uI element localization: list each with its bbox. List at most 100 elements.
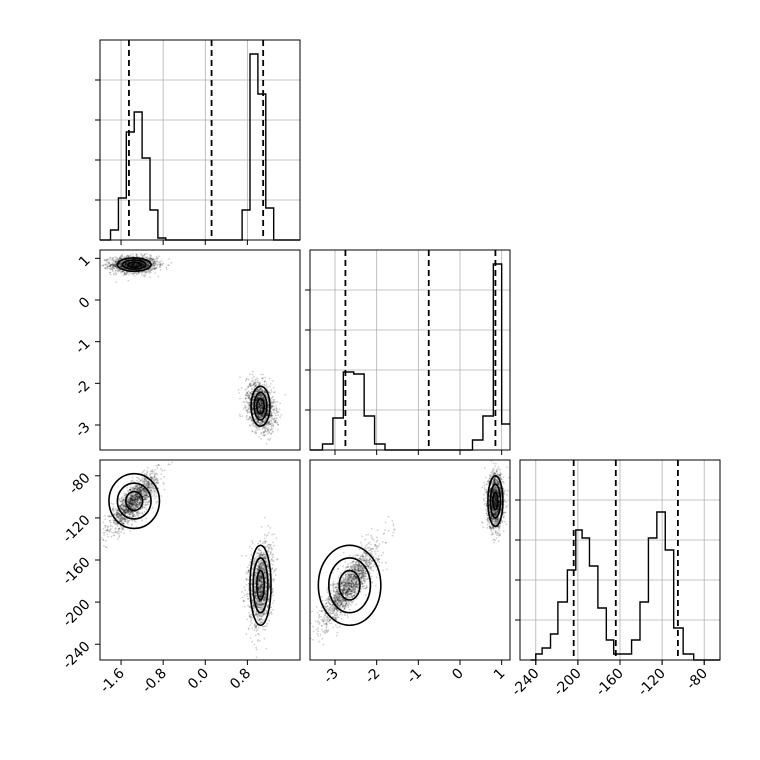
scatter-point	[133, 489, 136, 491]
scatter-point	[134, 264, 137, 267]
scatter-point	[123, 273, 126, 276]
scatter-point	[151, 470, 154, 473]
scatter-point	[111, 262, 114, 265]
scatter-point	[124, 264, 127, 266]
scatter-point	[260, 403, 263, 406]
scatter-point	[276, 408, 278, 410]
scatter-point	[153, 260, 156, 263]
scatter-point	[271, 408, 274, 411]
scatter-point	[275, 414, 277, 417]
scatter-point	[254, 432, 256, 434]
scatter-point	[104, 263, 106, 266]
scatter-point	[162, 262, 165, 265]
scatter-point	[105, 529, 108, 532]
scatter-point	[112, 258, 114, 261]
scatter-point	[110, 259, 112, 261]
scatter-point	[147, 270, 150, 272]
scatter-point	[143, 506, 146, 509]
scatter-point	[146, 264, 149, 267]
scatter-point	[146, 481, 149, 483]
scatter-point	[117, 268, 119, 271]
scatter-point	[148, 271, 151, 273]
scatter-point	[129, 263, 132, 266]
scatter-point	[132, 512, 135, 515]
scatter-point	[119, 265, 122, 268]
scatter-point	[246, 618, 249, 621]
scatter-point	[133, 503, 135, 506]
scatter-point	[134, 262, 136, 265]
scatter-point	[268, 377, 271, 380]
scatter-point	[257, 381, 259, 384]
scatter-point	[267, 422, 270, 425]
y-tick-label: 0	[76, 294, 94, 312]
scatter-point	[109, 257, 112, 259]
scatter-point	[112, 266, 114, 269]
scatter-point	[132, 255, 135, 258]
scatter-point	[149, 259, 152, 261]
scatter-point	[114, 507, 117, 510]
scatter-point	[144, 273, 147, 275]
scatter-point	[151, 260, 154, 262]
scatter-point	[119, 263, 122, 265]
scatter-point	[115, 266, 118, 268]
scatter-point	[246, 418, 248, 421]
y-tick-label: 1	[76, 253, 94, 271]
scatter-point	[132, 263, 135, 266]
scatter-point	[114, 269, 117, 272]
scatter-point	[263, 516, 266, 519]
scatter-point	[130, 264, 133, 266]
scatter-point	[151, 264, 154, 267]
scatter-point	[241, 596, 244, 599]
scatter-point	[135, 514, 138, 516]
scatter-point	[122, 270, 124, 273]
scatter-point	[158, 464, 161, 467]
scatter-point	[137, 487, 140, 489]
scatter-point	[131, 263, 134, 266]
scatter-point	[245, 633, 248, 636]
scatter-point	[114, 256, 116, 259]
scatter-point	[135, 263, 138, 266]
scatter-point	[103, 259, 106, 262]
scatter-point	[246, 411, 249, 414]
scatter-point	[171, 461, 173, 464]
scatter-point	[143, 263, 145, 266]
scatter-point	[154, 260, 157, 263]
scatter-point	[146, 496, 148, 498]
scatter-point	[139, 479, 142, 481]
scatter-point	[160, 473, 163, 475]
scatter-point	[147, 263, 149, 266]
scatter-point	[126, 487, 128, 489]
scatter-point	[119, 264, 121, 267]
y-tick-label: -2	[72, 378, 93, 399]
scatter-point	[242, 400, 245, 403]
scatter-point	[132, 514, 135, 517]
scatter-point	[271, 431, 274, 433]
scatter-point	[109, 264, 111, 267]
scatter-point	[249, 384, 251, 386]
scatter-point	[151, 507, 154, 509]
scatter-point	[109, 267, 112, 270]
scatter-point	[124, 512, 127, 515]
scatter-point	[120, 271, 123, 273]
scatter-point	[153, 493, 156, 496]
scatter-point	[117, 271, 120, 273]
scatter-point	[260, 373, 262, 376]
scatter-point	[155, 258, 158, 260]
scatter-point	[159, 263, 162, 266]
scatter-point	[122, 270, 125, 273]
scatter-point	[136, 489, 139, 492]
scatter-point	[271, 563, 274, 566]
scatter-point	[115, 273, 117, 276]
scatter-point	[125, 262, 128, 265]
scatter-point	[141, 270, 144, 273]
scatter-point	[252, 422, 255, 425]
scatter-point	[149, 269, 152, 272]
scatter-point	[145, 261, 148, 264]
scatter-point	[167, 463, 170, 466]
scatter-point	[139, 512, 142, 515]
scatter-point	[115, 260, 117, 263]
scatter-point	[125, 256, 128, 258]
scatter-point	[279, 402, 282, 405]
scatter-point	[272, 395, 274, 398]
scatter-point	[270, 397, 273, 400]
